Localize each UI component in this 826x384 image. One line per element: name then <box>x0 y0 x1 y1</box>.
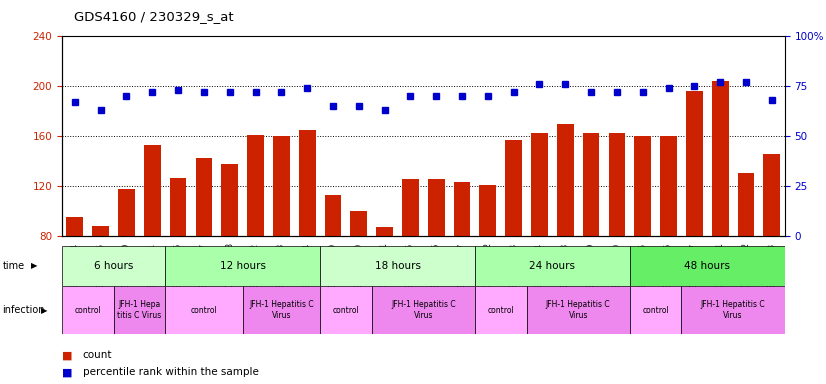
Bar <box>144 145 161 336</box>
Bar <box>681 286 785 334</box>
Bar <box>531 132 548 336</box>
Text: JFH-1 Hepatitis C
Virus: JFH-1 Hepatitis C Virus <box>249 300 314 320</box>
Text: JFH-1 Hepatitis C
Virus: JFH-1 Hepatitis C Virus <box>700 300 766 320</box>
Text: ■: ■ <box>62 367 73 377</box>
Bar <box>475 246 629 286</box>
Bar <box>165 286 243 334</box>
Text: percentile rank within the sample: percentile rank within the sample <box>83 367 259 377</box>
Bar <box>66 217 83 336</box>
Bar <box>763 154 781 336</box>
Bar <box>320 286 372 334</box>
Bar <box>273 136 290 336</box>
Text: control: control <box>74 306 101 314</box>
Text: 12 hours: 12 hours <box>220 261 266 271</box>
Text: JFH-1 Hepatitis C
Virus: JFH-1 Hepatitis C Virus <box>546 300 610 320</box>
Text: control: control <box>191 306 217 314</box>
Bar <box>402 179 419 336</box>
Bar <box>221 164 238 336</box>
Bar <box>629 246 785 286</box>
Bar <box>299 130 316 336</box>
Text: ▶: ▶ <box>31 262 38 270</box>
Bar <box>350 211 368 336</box>
Bar <box>325 195 341 336</box>
Bar <box>169 177 187 336</box>
Bar <box>247 135 264 336</box>
Bar <box>660 136 677 336</box>
Text: control: control <box>487 306 514 314</box>
Text: 18 hours: 18 hours <box>374 261 420 271</box>
Bar <box>634 136 651 336</box>
Bar <box>118 189 135 336</box>
Bar <box>527 286 629 334</box>
Text: control: control <box>643 306 669 314</box>
Bar <box>93 226 109 336</box>
Bar <box>113 286 165 334</box>
Bar <box>686 91 703 336</box>
Text: count: count <box>83 350 112 360</box>
Bar <box>62 286 113 334</box>
Text: ▶: ▶ <box>41 306 48 314</box>
Text: ■: ■ <box>62 350 73 360</box>
Text: infection: infection <box>2 305 45 315</box>
Bar <box>428 179 444 336</box>
Text: GDS4160 / 230329_s_at: GDS4160 / 230329_s_at <box>74 10 234 23</box>
Bar <box>165 246 320 286</box>
Bar <box>609 132 625 336</box>
Text: 24 hours: 24 hours <box>529 261 576 271</box>
Bar <box>582 132 600 336</box>
Bar <box>557 124 574 336</box>
Bar <box>475 286 526 334</box>
Bar <box>376 227 393 336</box>
Bar <box>243 286 320 334</box>
Text: JFH-1 Hepatitis C
Virus: JFH-1 Hepatitis C Virus <box>391 300 456 320</box>
Bar <box>629 286 681 334</box>
Bar <box>372 286 475 334</box>
Text: time: time <box>2 261 25 271</box>
Bar <box>506 140 522 336</box>
Bar <box>712 81 729 336</box>
Bar <box>196 157 212 336</box>
Bar <box>479 185 496 336</box>
Text: 48 hours: 48 hours <box>684 261 730 271</box>
Text: control: control <box>333 306 359 314</box>
Bar <box>453 182 471 336</box>
Text: JFH-1 Hepa
titis C Virus: JFH-1 Hepa titis C Virus <box>117 300 162 320</box>
Bar <box>320 246 475 286</box>
Bar <box>738 172 754 336</box>
Text: 6 hours: 6 hours <box>94 261 133 271</box>
Bar <box>62 246 165 286</box>
